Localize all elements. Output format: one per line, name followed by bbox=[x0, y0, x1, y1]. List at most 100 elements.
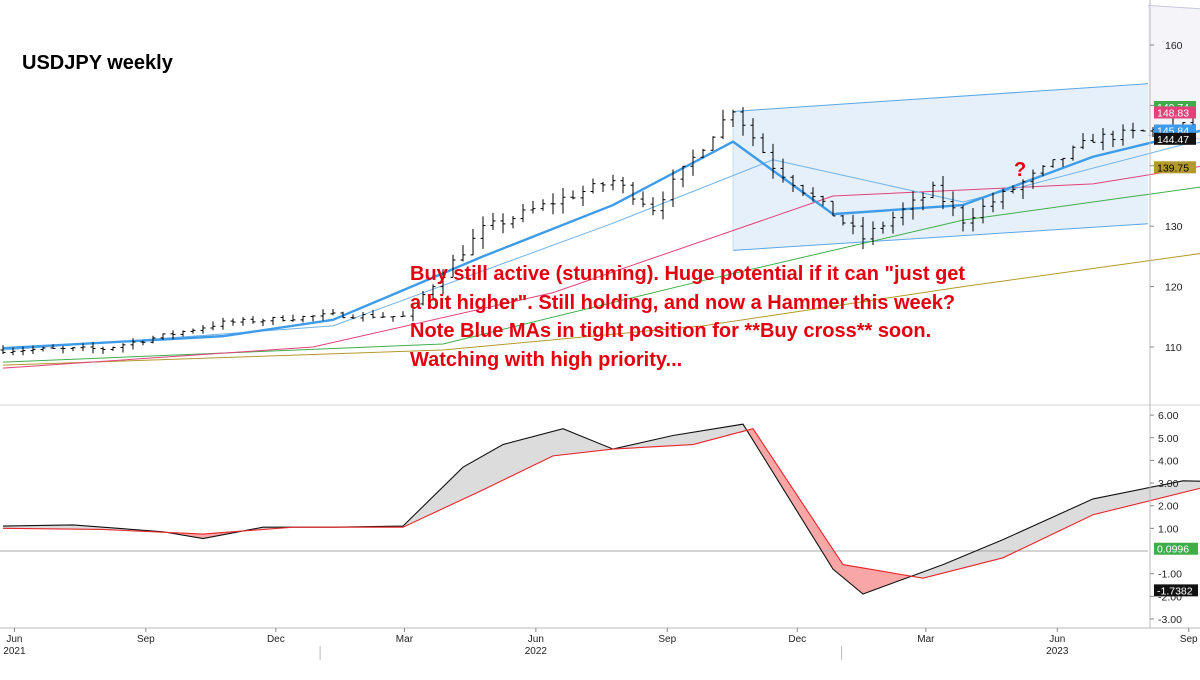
oscillator-fill-segment bbox=[455, 473, 457, 503]
oscillator-fill-segment bbox=[71, 525, 73, 529]
oscillator-fill-segment bbox=[451, 477, 453, 505]
oscillator-fill-segment bbox=[593, 441, 595, 451]
oscillator-fill-segment bbox=[537, 435, 539, 464]
oscillator-fill-segment bbox=[1041, 522, 1043, 540]
oscillator-fill-segment bbox=[1193, 481, 1195, 490]
oscillator-fill-segment bbox=[1105, 496, 1107, 512]
oscillator-fill-segment bbox=[857, 567, 859, 591]
oscillator-fill-segment bbox=[1007, 537, 1009, 556]
weekly-price-bar bbox=[251, 316, 256, 324]
oscillator-fill-segment bbox=[953, 560, 955, 571]
oscillator-fill-segment bbox=[1005, 538, 1007, 557]
oscillator-fill-segment bbox=[467, 464, 469, 498]
oscillator-fill-segment bbox=[1099, 497, 1101, 513]
oscillator-fill-segment bbox=[891, 573, 893, 584]
osc-y-tick-label: 4.00 bbox=[1158, 455, 1179, 467]
price-tag-label: 139.75 bbox=[1157, 162, 1189, 174]
oscillator-fill-segment bbox=[1115, 494, 1117, 509]
oscillator-fill-segment bbox=[1109, 495, 1111, 511]
oscillator-fill-segment bbox=[885, 572, 887, 586]
weekly-price-bar bbox=[301, 316, 306, 323]
oscillator-fill-segment bbox=[1037, 523, 1039, 541]
oscillator-fill-segment bbox=[1057, 514, 1059, 532]
oscillator-fill-segment bbox=[461, 467, 463, 500]
weekly-price-bar bbox=[351, 314, 356, 319]
oscillator-fill-segment bbox=[571, 432, 573, 454]
weekly-price-bar bbox=[291, 315, 296, 322]
oscillator-fill-segment bbox=[1151, 487, 1153, 501]
oscillator-fill-segment bbox=[535, 436, 537, 465]
oscillator-fill-segment bbox=[541, 434, 543, 462]
oscillator-fill-segment bbox=[985, 546, 987, 562]
weekly-price-bar bbox=[531, 201, 536, 214]
oscillator-fill-segment bbox=[587, 438, 589, 452]
oscillator-fill-segment bbox=[515, 441, 517, 474]
weekly-price-bar bbox=[111, 347, 116, 351]
oscillator-fill-segment bbox=[525, 438, 527, 469]
oscillator-fill-segment bbox=[495, 448, 497, 484]
oscillator-fill-segment bbox=[471, 462, 473, 496]
weekly-price-bar bbox=[211, 321, 216, 330]
oscillator-fill-segment bbox=[59, 525, 61, 529]
oscillator-fill-segment bbox=[1035, 524, 1037, 542]
oscillator-fill-segment bbox=[523, 439, 525, 471]
oscillator-fill-segment bbox=[861, 568, 863, 594]
oscillator-fill-segment bbox=[1131, 491, 1133, 506]
oscillator-fill-segment bbox=[1073, 507, 1075, 524]
weekly-price-bar bbox=[371, 310, 376, 319]
weekly-price-bar bbox=[491, 213, 496, 230]
oscillator-fill-segment bbox=[1137, 490, 1139, 504]
weekly-price-bar bbox=[71, 347, 76, 351]
oscillator-fill-segment bbox=[733, 425, 735, 434]
osc-y-tick-label: 2.00 bbox=[1158, 501, 1179, 513]
oscillator-fill-segment bbox=[1027, 528, 1029, 546]
oscillator-fill-segment bbox=[545, 433, 547, 460]
oscillator-fill-segment bbox=[1053, 516, 1055, 534]
oscillator-fill-segment bbox=[661, 438, 663, 447]
oscillator-fill-segment bbox=[713, 429, 715, 440]
oscillator-fill-segment bbox=[1097, 498, 1099, 514]
oscillator-fill-segment bbox=[1067, 510, 1069, 527]
oscillator-fill-segment bbox=[1143, 488, 1145, 502]
oscillator-fill-segment bbox=[529, 437, 531, 467]
oscillator-fill-segment bbox=[663, 437, 665, 446]
oscillator-fill-segment bbox=[585, 438, 587, 453]
x-month-label: Mar bbox=[396, 634, 414, 645]
price-y-tick-label: 110 bbox=[1165, 342, 1182, 354]
weekly-price-bar bbox=[101, 347, 106, 354]
oscillator-fill-segment bbox=[457, 471, 459, 502]
oscillator-fill-segment bbox=[1049, 518, 1051, 536]
oscillator-fill-segment bbox=[1125, 492, 1127, 507]
oscillator-fill-segment bbox=[879, 571, 881, 588]
osc-y-tick-label: 3.00 bbox=[1158, 478, 1179, 490]
weekly-price-bar bbox=[571, 190, 576, 199]
oscillator-fill-segment bbox=[589, 439, 591, 452]
x-month-label: Sep bbox=[1180, 634, 1198, 645]
oscillator-fill-segment bbox=[973, 551, 975, 565]
oscillator-fill-segment bbox=[693, 432, 695, 445]
weekly-price-bar bbox=[381, 312, 386, 318]
oscillator-fill-segment bbox=[445, 483, 447, 508]
oscillator-fill-segment bbox=[845, 565, 847, 581]
oscillator-fill-segment bbox=[1153, 486, 1155, 500]
oscillator-fill-segment bbox=[1107, 496, 1109, 512]
oscillator-fill-segment bbox=[1189, 481, 1191, 491]
weekly-price-bar bbox=[311, 315, 316, 321]
oscillator-fill-segment bbox=[689, 433, 691, 445]
oscillator-fill-segment bbox=[975, 550, 977, 564]
weekly-price-bar bbox=[121, 343, 126, 352]
oscillator-fill-segment bbox=[1087, 501, 1089, 518]
oscillator-fill-segment bbox=[563, 429, 565, 455]
oscillator-fill-segment bbox=[499, 446, 501, 482]
oscillator-fill-segment bbox=[1145, 488, 1147, 502]
weekly-price-bar bbox=[281, 315, 286, 321]
oscillator-fill-segment bbox=[1187, 481, 1189, 492]
oscillator-fill-segment bbox=[1059, 513, 1061, 531]
oscillator-fill-segment bbox=[1083, 503, 1085, 520]
oscillator-fill-segment bbox=[557, 430, 559, 456]
oscillator-fill-segment bbox=[727, 426, 729, 435]
oscillator-fill-segment bbox=[653, 440, 655, 447]
oscillator-fill-segment bbox=[531, 437, 533, 467]
oscillator-fill-segment bbox=[855, 567, 857, 589]
x-year-label: 2023 bbox=[1046, 646, 1069, 657]
